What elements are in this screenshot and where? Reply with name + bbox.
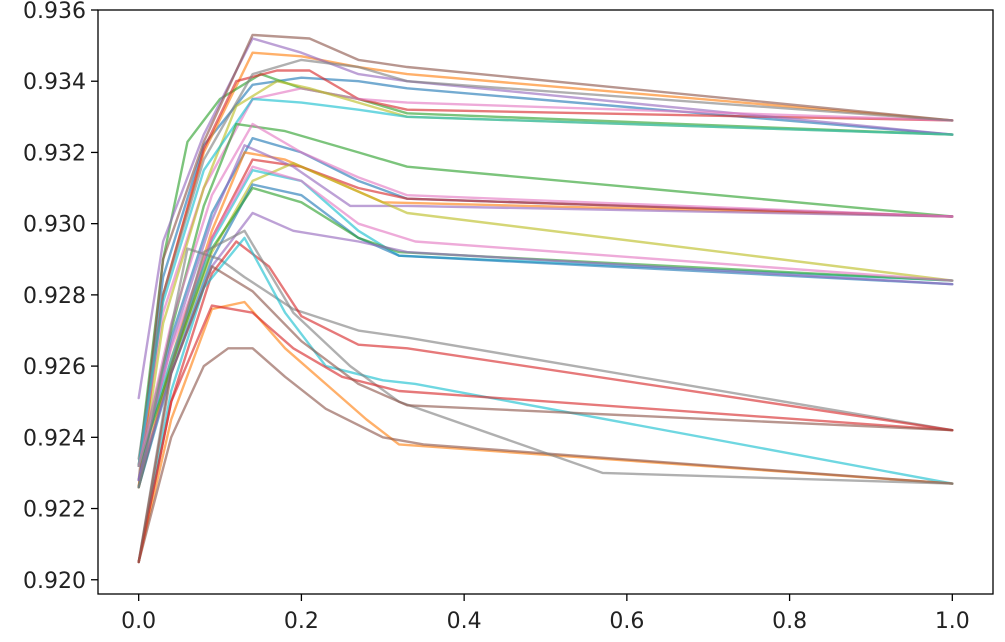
x-tick-label: 0.6	[609, 609, 644, 634]
x-tick-label: 0.2	[284, 609, 319, 634]
x-tick-label: 0.8	[772, 609, 807, 634]
y-tick-label: 0.922	[23, 498, 86, 523]
series-line-28	[137, 229, 954, 564]
series-lines	[137, 33, 954, 564]
series-line-13	[137, 122, 954, 467]
y-tick-label: 0.934	[23, 70, 86, 95]
y-axis-ticks: 0.920 0.922 0.924 0.926 0.928 0.930 0.932 0.934…	[23, 0, 98, 594]
series-line-30	[137, 265, 954, 564]
series-line-16	[137, 122, 954, 467]
y-tick-label: 0.930	[23, 213, 86, 238]
y-tick-label: 0.924	[23, 426, 86, 451]
series-line-23	[137, 247, 954, 489]
series-line-10	[137, 97, 954, 467]
x-tick-label: 1.0	[935, 609, 970, 634]
y-tick-label: 0.920	[23, 569, 86, 594]
series-line-25	[137, 236, 954, 564]
x-tick-label: 0.0	[121, 609, 156, 634]
x-axis-ticks: 0.0 0.2 0.4 0.6 0.8 1.0	[121, 594, 970, 634]
x-tick-label: 0.4	[447, 609, 482, 634]
series-line-9	[137, 79, 954, 489]
series-line-27	[137, 347, 954, 564]
series-line-15	[137, 144, 954, 482]
series-line-7	[137, 87, 954, 467]
series-line-29	[137, 304, 954, 564]
y-tick-label: 0.926	[23, 355, 86, 380]
series-line-26	[137, 300, 954, 564]
y-tick-label: 0.932	[23, 141, 86, 166]
series-line-6	[137, 33, 954, 482]
y-tick-label: 0.936	[23, 0, 86, 24]
series-line-21	[137, 211, 954, 482]
series-line-22	[137, 165, 954, 467]
series-line-24	[137, 240, 954, 564]
series-line-8	[137, 58, 954, 460]
plot-frame	[97, 9, 994, 595]
y-tick-label: 0.928	[23, 284, 86, 309]
